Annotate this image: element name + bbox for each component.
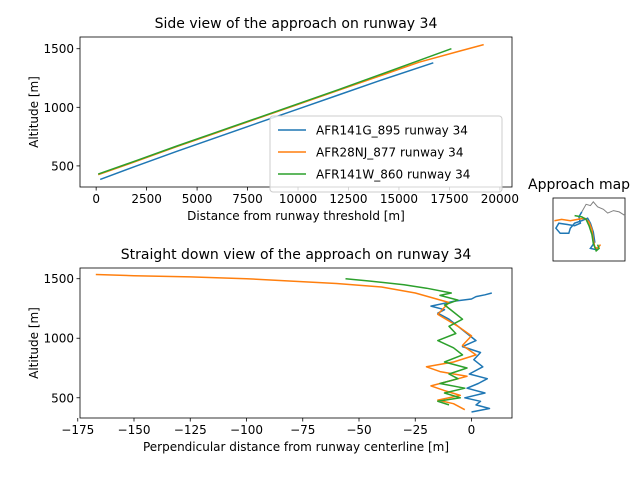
x-tick-label: −100	[230, 423, 263, 437]
top-view-axes: −175 −150 −125 −100 −75 −50 −25 0 500 1000 1500 Per…	[27, 247, 513, 454]
x-tick-label: 20000	[481, 192, 519, 206]
legend-box	[269, 115, 503, 193]
x-tick-label: −125	[174, 423, 207, 437]
map-track-2	[554, 217, 602, 250]
legend-label-3: AFR141W_860 runway 34	[316, 168, 470, 182]
x-tick-label: 0	[468, 423, 476, 437]
x-tick-label: 0	[92, 192, 100, 206]
y-axis-label: Altitude [m]	[27, 76, 41, 148]
x-tick-label: −50	[346, 423, 371, 437]
y-tick-label: 1500	[43, 42, 74, 56]
y-tick-label: 1500	[43, 272, 74, 286]
series-line-3	[345, 277, 468, 406]
x-tick-label: 10000	[279, 192, 317, 206]
x-tick-label: 2500	[131, 192, 162, 206]
x-tick-label: −175	[61, 423, 94, 437]
x-tick-label: 5000	[182, 192, 213, 206]
series-line-1	[430, 292, 492, 413]
map-title: Approach map	[528, 177, 630, 193]
y-tick-label: 500	[51, 391, 74, 405]
legend-label-2: AFR28NJ_877 runway 34	[316, 146, 463, 160]
map-track-3	[574, 214, 600, 253]
side-view-axes: 0 2500 5000 7500 10000 12500 15000 17500 20000 50…	[27, 16, 519, 223]
x-tick-label: 17500	[430, 192, 468, 206]
chart-title: Straight down view of the approach on ru…	[121, 247, 472, 263]
x-axis-label: Distance from runway threshold [m]	[187, 209, 405, 223]
approach-map-axes: Approach map	[528, 177, 630, 262]
map-coastline	[581, 201, 626, 217]
chart-title: Side view of the approach on runway 34	[155, 16, 438, 32]
series-line-2	[95, 273, 477, 411]
x-tick-label: −75	[290, 423, 315, 437]
x-tick-label: −25	[403, 423, 428, 437]
series-line-3	[97, 47, 452, 175]
y-tick-label: 1000	[43, 332, 74, 346]
series-line-1	[99, 62, 434, 181]
x-tick-label: −150	[118, 423, 151, 437]
y-axis-label: Altitude [m]	[27, 307, 41, 379]
map-frame	[552, 197, 626, 262]
x-tick-label: 7500	[232, 192, 263, 206]
axes-frame	[79, 267, 513, 419]
x-tick-label: 12500	[329, 192, 367, 206]
x-tick-label: 15000	[380, 192, 418, 206]
legend-label-1: AFR141G_895 runway 34	[316, 124, 468, 138]
y-tick-label: 1000	[43, 101, 74, 115]
map-track-1	[554, 211, 600, 251]
x-axis-label: Perpendicular distance from runway cente…	[143, 440, 449, 454]
y-tick-label: 500	[51, 159, 74, 173]
